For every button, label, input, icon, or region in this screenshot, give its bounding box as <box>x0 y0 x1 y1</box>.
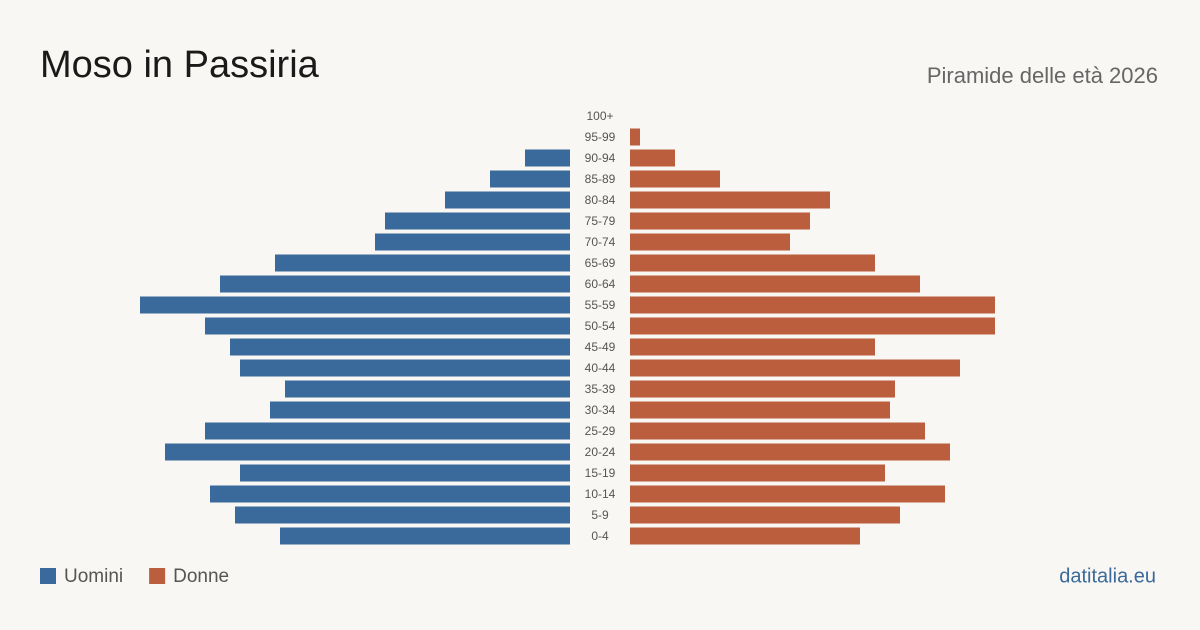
bar <box>210 485 570 503</box>
bar <box>270 401 570 419</box>
bar <box>630 527 860 545</box>
legend-swatch <box>149 568 166 584</box>
bar <box>275 254 570 272</box>
age-label: 95-99 <box>585 130 616 144</box>
age-label: 25-29 <box>585 424 616 438</box>
bar <box>285 380 570 398</box>
age-label: 15-19 <box>585 466 616 480</box>
bar <box>235 506 570 524</box>
age-label: 45-49 <box>585 340 616 354</box>
bar <box>630 338 875 356</box>
age-label: 35-39 <box>585 382 616 396</box>
age-label: 55-59 <box>585 298 616 312</box>
bar <box>375 233 570 251</box>
bar <box>630 317 995 335</box>
age-label: 20-24 <box>585 445 616 459</box>
bar <box>630 401 890 419</box>
bar <box>525 149 570 167</box>
bar <box>630 380 895 398</box>
legend-swatch <box>40 568 56 584</box>
bar <box>490 170 570 188</box>
bar <box>630 359 960 377</box>
bar <box>630 128 640 146</box>
bar <box>140 296 570 314</box>
bar <box>630 506 900 524</box>
chart-title: Moso in Passiria <box>40 44 320 86</box>
bar <box>630 422 925 440</box>
bar <box>630 275 920 293</box>
bar <box>385 212 570 230</box>
age-label: 0-4 <box>591 529 609 543</box>
age-label: 100+ <box>586 109 613 123</box>
bar <box>630 443 950 461</box>
legend-label: Donne <box>173 566 229 587</box>
bar <box>205 317 570 335</box>
age-label: 90-94 <box>585 151 616 165</box>
age-label: 40-44 <box>585 361 616 375</box>
bar <box>165 443 570 461</box>
age-label: 30-34 <box>585 403 616 417</box>
bar <box>240 464 570 482</box>
bar <box>220 275 570 293</box>
bar <box>630 254 875 272</box>
age-label: 10-14 <box>585 487 616 501</box>
bar <box>630 296 995 314</box>
bar <box>445 191 570 209</box>
age-label: 60-64 <box>585 277 616 291</box>
age-label: 85-89 <box>585 172 616 186</box>
age-label: 70-74 <box>585 235 616 249</box>
bar <box>280 527 570 545</box>
bar <box>630 191 830 209</box>
age-label: 65-69 <box>585 256 616 270</box>
age-label: 75-79 <box>585 214 616 228</box>
bar <box>230 338 570 356</box>
age-label: 50-54 <box>585 319 616 333</box>
bar <box>630 212 810 230</box>
bar <box>630 464 885 482</box>
legend-label: Uomini <box>64 566 123 587</box>
bar <box>630 485 945 503</box>
bar <box>630 170 720 188</box>
bar <box>630 233 790 251</box>
bar <box>205 422 570 440</box>
bar <box>240 359 570 377</box>
source: datitalia.eu <box>1059 565 1156 587</box>
age-label: 80-84 <box>585 193 616 207</box>
bar <box>630 149 675 167</box>
chart-subtitle: Piramide delle età 2026 <box>927 63 1158 88</box>
age-label: 5-9 <box>591 508 609 522</box>
